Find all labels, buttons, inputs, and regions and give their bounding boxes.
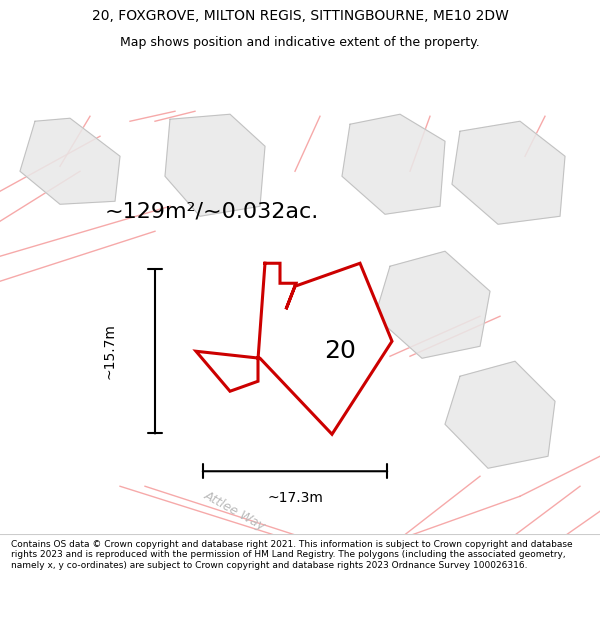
- Polygon shape: [20, 118, 120, 204]
- Text: ~17.3m: ~17.3m: [267, 491, 323, 505]
- Text: Attlee Way: Attlee Way: [202, 489, 268, 533]
- Polygon shape: [165, 114, 265, 216]
- Text: Contains OS data © Crown copyright and database right 2021. This information is : Contains OS data © Crown copyright and d…: [11, 540, 572, 569]
- Polygon shape: [342, 114, 445, 214]
- Polygon shape: [452, 121, 565, 224]
- Text: Map shows position and indicative extent of the property.: Map shows position and indicative extent…: [120, 36, 480, 49]
- Text: 20, FOXGROVE, MILTON REGIS, SITTINGBOURNE, ME10 2DW: 20, FOXGROVE, MILTON REGIS, SITTINGBOURN…: [92, 9, 508, 22]
- Text: ~15.7m: ~15.7m: [103, 323, 117, 379]
- Text: ~129m²/~0.032ac.: ~129m²/~0.032ac.: [105, 201, 319, 221]
- Polygon shape: [375, 251, 490, 358]
- Text: 20: 20: [324, 339, 356, 363]
- Polygon shape: [445, 361, 555, 468]
- Polygon shape: [196, 263, 392, 434]
